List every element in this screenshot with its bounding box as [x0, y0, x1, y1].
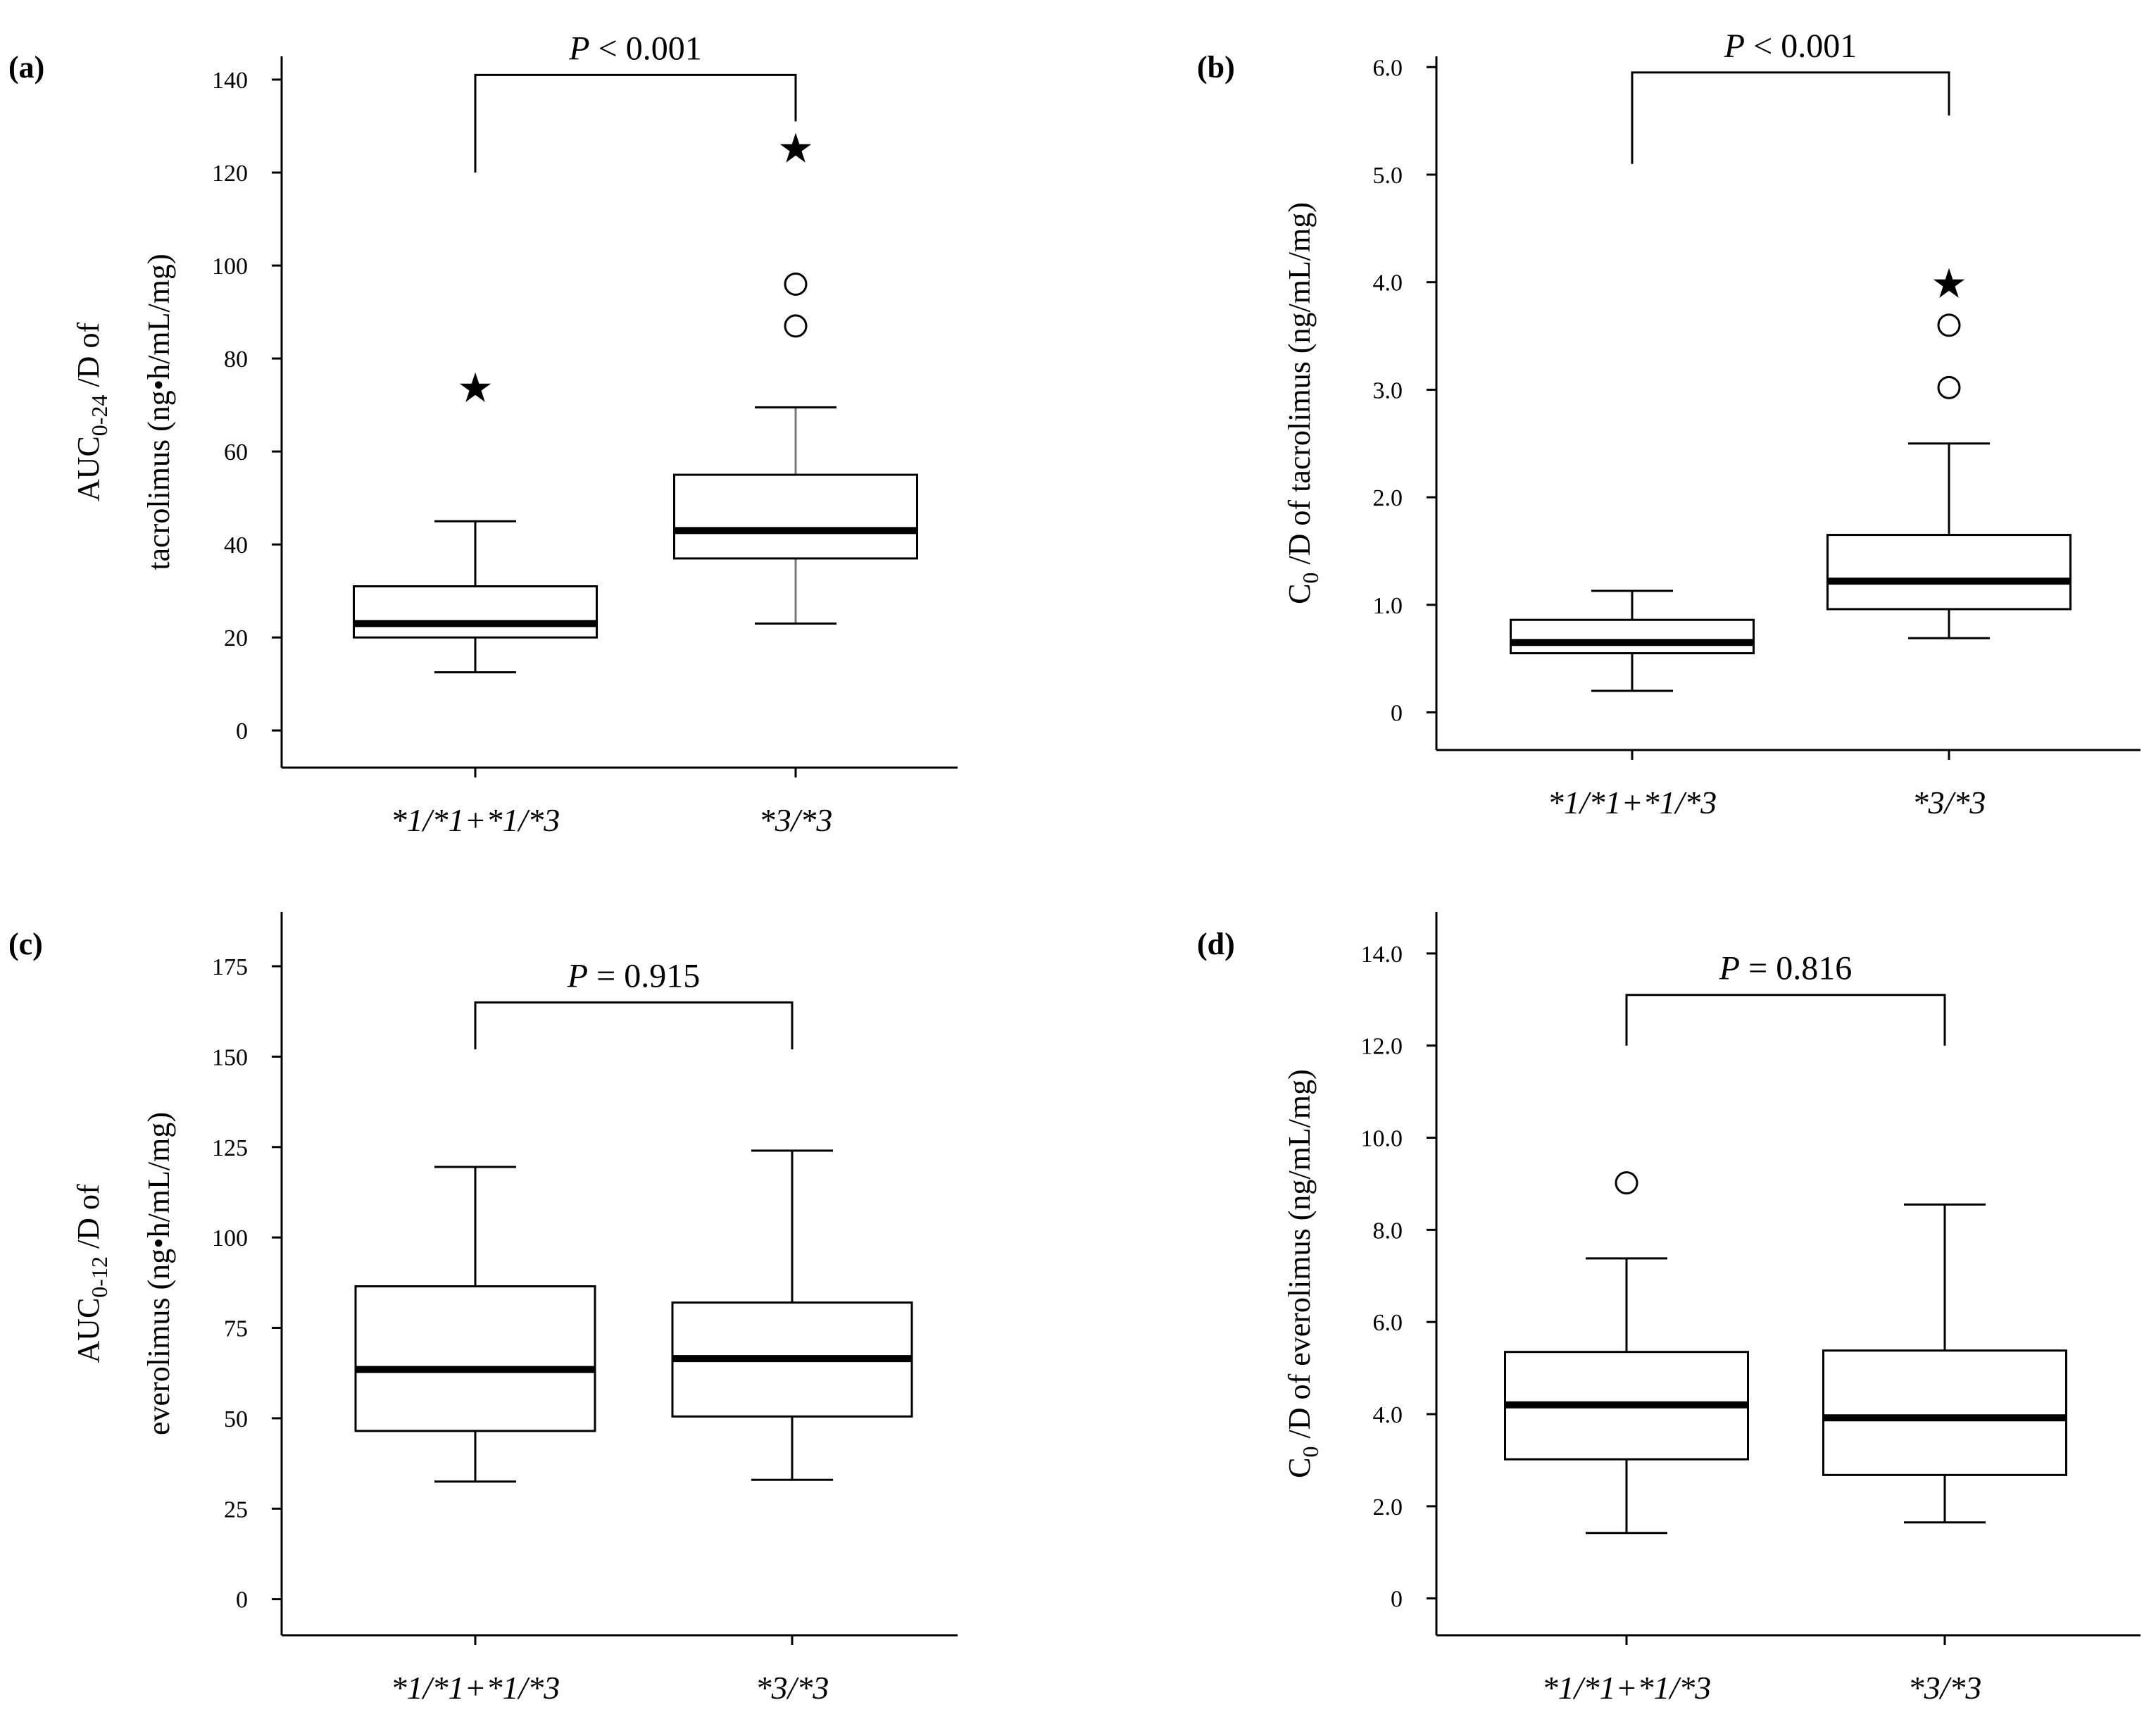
- panel-c: 0 25 50 75 100 125 150 175 *1/*1+*1/*3 *3/*3 P = 0…: [8, 912, 958, 1706]
- box-group1: [1510, 589, 1755, 692]
- extreme-star: ★: [780, 129, 812, 168]
- box-group1: [354, 1166, 596, 1483]
- y-tick-label: 75: [224, 1316, 248, 1342]
- p-value: P = 0.816: [1719, 950, 1852, 987]
- category-label: *1/*1+*1/*3: [391, 1670, 560, 1706]
- comparison-bracket: [474, 73, 797, 173]
- category-label: *3/*3: [756, 1670, 829, 1706]
- y-tick-label: 125: [212, 1135, 248, 1161]
- y-axis-label: C0 /D of tacrolimus (ng/mL/mg): [1282, 202, 1323, 604]
- y-tick-label: 4.0: [1373, 1402, 1403, 1428]
- p-symbol: P: [1719, 950, 1740, 987]
- y-tick-label: 0: [236, 1587, 248, 1613]
- p-text: < 0.001: [1745, 27, 1857, 65]
- outlier-circle: [1937, 375, 1961, 399]
- y-tick-label: 3.0: [1373, 377, 1403, 404]
- y-axis-label: tacrolimus (ng•h/mL/mg): [142, 254, 176, 570]
- y-tick-label: 2.0: [1373, 485, 1403, 511]
- category-label: *3/*3: [759, 802, 833, 838]
- outlier-circle: [1937, 313, 1961, 337]
- y-tick-label: 2.0: [1373, 1494, 1403, 1520]
- y-axis-label: everolimus (ng•h/mL/mg): [142, 1112, 176, 1435]
- y-tick-label: 12.0: [1361, 1034, 1403, 1060]
- y-tick-label: 6.0: [1373, 1310, 1403, 1336]
- y-tick-label: 1.0: [1373, 593, 1403, 619]
- panel-b: 0 1.0 2.0 3.0 4.0 5.0 6.0 *1/*1+*1/*3 *3/*3 ★ P < …: [1197, 27, 2141, 820]
- y-axis-label: C0 /D of everolimus (ng/mL/mg): [1282, 1069, 1323, 1478]
- outlier-circle: [1615, 1171, 1638, 1195]
- y-tick-label: 120: [212, 161, 248, 187]
- y-tick-label: 14.0: [1361, 942, 1403, 968]
- category-label: *1/*1+*1/*3: [391, 802, 560, 838]
- y-tick-label: 150: [212, 1044, 248, 1070]
- y-tick-label: 50: [224, 1406, 248, 1432]
- p-value: P = 0.915: [567, 957, 700, 994]
- outlier-circle: [784, 272, 808, 296]
- panel-label: (c): [8, 927, 43, 961]
- box-group1: ★: [353, 368, 598, 674]
- p-symbol: P: [568, 30, 589, 67]
- p-symbol: P: [567, 957, 588, 994]
- panel-label: (d): [1197, 927, 1235, 961]
- p-value: P < 0.001: [1724, 27, 1857, 65]
- iqr-box: [353, 585, 598, 639]
- y-tick-label: 6.0: [1373, 55, 1403, 81]
- y-tick-label: 140: [212, 68, 248, 94]
- y-tick-label: 25: [224, 1497, 248, 1523]
- iqr-box: [354, 1285, 596, 1432]
- y-tick-label: 20: [224, 625, 248, 651]
- y-tick-label: 100: [212, 254, 248, 280]
- y-tick-label: 10.0: [1361, 1126, 1403, 1152]
- p-text: = 0.816: [1740, 950, 1852, 987]
- y-tick-label: 0: [1391, 701, 1403, 727]
- category-label: *3/*3: [1912, 785, 1986, 820]
- panel-label: (b): [1197, 50, 1235, 85]
- category-label: *1/*1+*1/*3: [1548, 785, 1717, 820]
- y-tick-label: 80: [224, 346, 248, 373]
- box-group2: ★: [1826, 263, 2072, 639]
- iqr-box: [1826, 534, 2072, 611]
- box-group2: [1822, 1203, 2067, 1524]
- iqr-box: [1822, 1349, 2067, 1476]
- y-tick-label: 175: [212, 954, 248, 980]
- panel-label: (a): [8, 50, 44, 85]
- y-tick-label: 0: [236, 718, 248, 744]
- comparison-bracket: [1625, 994, 1946, 1046]
- y-tick-label: 8.0: [1373, 1218, 1403, 1244]
- box-group2: ★: [673, 128, 918, 625]
- outlier-circle: [784, 314, 808, 338]
- y-axis-label: AUC0-12 /D of: [71, 1184, 112, 1363]
- box-group1: [1504, 1171, 1749, 1535]
- panel-a: 0 20 40 60 80 100 120 140 *1/*1+*1/*3 *3/*3 ★ ★ P < …: [8, 30, 958, 838]
- category-label: *3/*3: [1908, 1670, 1982, 1706]
- p-value: P < 0.001: [568, 30, 701, 67]
- y-tick-label: 5.0: [1373, 163, 1403, 189]
- p-symbol: P: [1724, 27, 1745, 65]
- iqr-box: [673, 473, 918, 560]
- panel-d: 0 2.0 4.0 6.0 8.0 10.0 12.0 14.0 *1/*1+*1/*3 *3/*…: [1197, 912, 2141, 1706]
- extreme-star: ★: [1933, 264, 1965, 304]
- box-group2: [671, 1149, 913, 1481]
- iqr-box: [1510, 618, 1755, 655]
- category-label: *1/*1+*1/*3: [1542, 1670, 1712, 1706]
- y-tick-label: 100: [212, 1225, 248, 1251]
- comparison-bracket: [474, 1001, 794, 1050]
- p-text: = 0.915: [588, 957, 700, 994]
- comparison-bracket: [1631, 71, 1950, 164]
- y-tick-label: 0: [1391, 1587, 1403, 1613]
- y-axis-label: AUC0-24 /D of: [71, 323, 112, 502]
- y-tick-label: 4.0: [1373, 270, 1403, 296]
- y-tick-label: 60: [224, 439, 248, 466]
- y-tick-label: 40: [224, 532, 248, 558]
- p-text: < 0.001: [590, 30, 702, 67]
- extreme-star: ★: [460, 368, 491, 408]
